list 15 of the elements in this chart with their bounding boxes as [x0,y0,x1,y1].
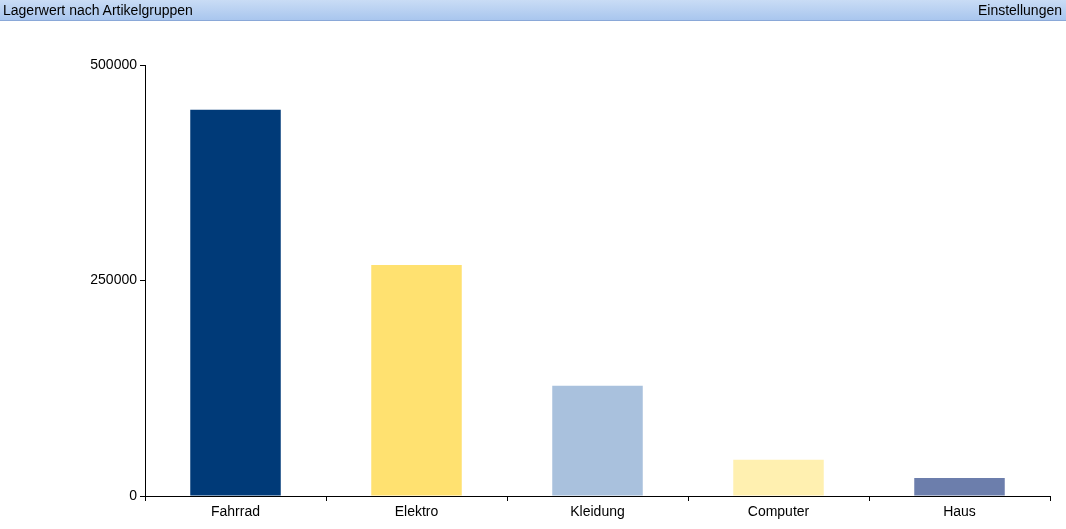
y-tick-label: 250000 [90,271,138,288]
bar [371,264,462,496]
bar [552,385,643,496]
chart-title: Lagerwert nach Artikelgruppen [3,1,193,20]
x-tick-label: Elektro [394,503,439,520]
bar [190,109,281,496]
x-tick-label: Computer [747,503,810,520]
x-tick-label: Fahrrad [210,503,261,520]
y-tick-label: 500000 [90,55,138,72]
y-tick-label: 0 [129,486,138,503]
x-tick-label: Kleidung [570,503,625,520]
bar [733,459,824,496]
bar [914,477,1005,496]
text: Einstellungen [977,1,1062,20]
x-tick-label: Haus [943,503,976,520]
